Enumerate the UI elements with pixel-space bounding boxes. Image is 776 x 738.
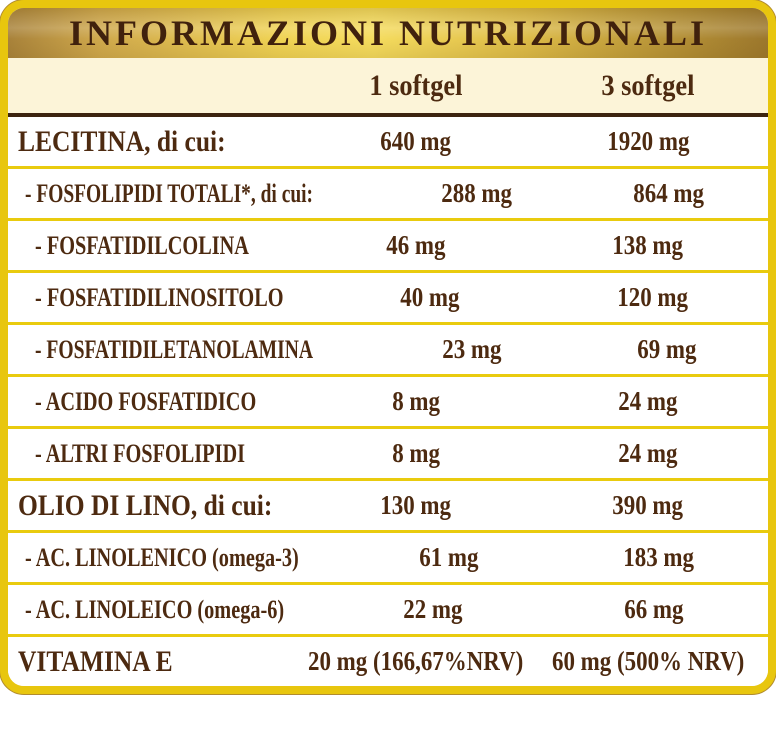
- column-header-1-softgel: 1 softgel: [369, 68, 463, 102]
- value-1-softgel-cell: 130 mg: [336, 490, 496, 521]
- nutrient-label-cell: - FOSFOLIPIDI TOTALI*, di cui:: [8, 179, 410, 209]
- nutrient-label: - ACIDO FOSFATIDICO: [35, 386, 257, 416]
- value-1-softgel: 22 mg: [403, 594, 463, 624]
- value-1-softgel: 46 mg: [386, 230, 446, 260]
- nutrient-label-cell: LECITINA, di cui:: [8, 125, 336, 159]
- value-3-softgel: 120 mg: [617, 282, 689, 312]
- value-1-softgel-cell: 22 mg: [357, 594, 509, 625]
- column-header-1-softgel-cell: 1 softgel: [336, 69, 496, 103]
- value-1-softgel: 40 mg: [400, 282, 460, 312]
- nutrient-label: - ALTRI FOSFOLIPIDI: [35, 438, 245, 468]
- nutrient-label-cell: - FOSFATIDILCOLINA: [8, 231, 336, 261]
- nutrient-label: - AC. LINOLENICO (omega-3): [25, 542, 299, 572]
- value-3-softgel: 69 mg: [637, 334, 697, 364]
- table-row: - FOSFOLIPIDI TOTALI*, di cui: 288 mg 86…: [8, 166, 768, 218]
- nutrient-label: - FOSFATIDILETANOLAMINA: [35, 334, 314, 364]
- table-row: - AC. LINOLENICO (omega-3) 61 mg 183 mg: [8, 530, 768, 582]
- value-3-softgel-cell: 1920 mg: [528, 126, 768, 157]
- table-row: VITAMINA E 20 mg (166,67%NRV) 60 mg (500…: [8, 634, 768, 686]
- value-3-softgel-cell: 183 mg: [550, 542, 768, 573]
- value-1-softgel: 8 mg: [392, 438, 440, 468]
- table-row: - FOSFATIDILINOSITOLO 40 mg 120 mg: [8, 270, 768, 322]
- value-3-softgel: 183 mg: [623, 542, 695, 572]
- value-3-softgel-cell: 60 mg (500% NRV): [528, 646, 768, 677]
- table-row: OLIO DI LINO, di cui: 130 mg 390 mg: [8, 478, 768, 530]
- table-row: - FOSFATIDILETANOLAMINA 23 mg 69 mg: [8, 322, 768, 374]
- nutrient-label-cell: - ACIDO FOSFATIDICO: [8, 387, 336, 417]
- value-1-softgel-cell: 61 mg: [376, 542, 521, 573]
- nutrient-label-cell: - ALTRI FOSFOLIPIDI: [8, 439, 336, 469]
- value-3-softgel-cell: 864 mg: [569, 178, 768, 209]
- value-3-softgel: 138 mg: [612, 230, 684, 260]
- header-divider: [8, 113, 768, 117]
- value-1-softgel: 288 mg: [440, 178, 512, 208]
- value-1-softgel: 8 mg: [392, 386, 440, 416]
- value-3-softgel: 66 mg: [624, 594, 684, 624]
- table-row: - ALTRI FOSFOLIPIDI 8 mg 24 mg: [8, 426, 768, 478]
- value-3-softgel: 60 mg (500% NRV): [551, 646, 745, 676]
- value-1-softgel: 20 mg (166,67%NRV): [308, 646, 524, 676]
- value-3-softgel-cell: 24 mg: [528, 438, 768, 469]
- value-1-softgel: 130 mg: [380, 490, 452, 520]
- value-3-softgel: 864 mg: [633, 178, 704, 208]
- column-header-row: 1 softgel 3 softgel: [8, 58, 768, 113]
- nutrition-facts-table: INFORMAZIONI NUTRIZIONALI 1 softgel 3 so…: [0, 0, 776, 694]
- table-row: - ACIDO FOSFATIDICO 8 mg 24 mg: [8, 374, 768, 426]
- value-1-softgel-cell: 23 mg: [404, 334, 539, 365]
- value-1-softgel-cell: 46 mg: [336, 230, 496, 261]
- value-1-softgel-cell: 8 mg: [336, 438, 496, 469]
- nutrient-label: OLIO DI LINO, di cui:: [18, 488, 273, 522]
- nutrient-label-cell: - FOSFATIDILINOSITOLO: [8, 283, 354, 313]
- table-row: LECITINA, di cui: 640 mg 1920 mg: [8, 117, 768, 166]
- value-3-softgel-cell: 66 mg: [540, 594, 768, 625]
- value-1-softgel-cell: 640 mg: [336, 126, 496, 157]
- value-3-softgel-cell: 138 mg: [528, 230, 768, 261]
- nutrient-label-cell: - AC. LINOLENICO (omega-3): [8, 543, 376, 573]
- value-1-softgel-cell: 40 mg: [354, 282, 507, 313]
- nutrient-label: - AC. LINOLEICO (omega-6): [25, 594, 285, 624]
- value-3-softgel-cell: 390 mg: [528, 490, 768, 521]
- value-1-softgel: 23 mg: [441, 334, 502, 364]
- value-3-softgel-cell: 120 mg: [538, 282, 768, 313]
- value-1-softgel-cell: 20 mg (166,67%NRV): [308, 646, 523, 677]
- title-band: INFORMAZIONI NUTRIZIONALI: [8, 8, 768, 58]
- table-title: INFORMAZIONI NUTRIZIONALI: [68, 13, 708, 53]
- value-3-softgel: 390 mg: [612, 490, 684, 520]
- nutrient-label-cell: - FOSFATIDILETANOLAMINA: [8, 335, 404, 365]
- column-header-3-softgel-cell: 3 softgel: [528, 69, 768, 103]
- value-1-softgel: 640 mg: [380, 126, 452, 156]
- nutrient-label-cell: VITAMINA E: [8, 645, 336, 679]
- nutrient-label: - FOSFATIDILCOLINA: [35, 230, 249, 260]
- nutrient-label: VITAMINA E: [18, 644, 173, 678]
- value-3-softgel: 24 mg: [618, 438, 678, 468]
- value-3-softgel-cell: 69 mg: [566, 334, 768, 365]
- value-1-softgel-cell: 288 mg: [410, 178, 543, 209]
- nutrient-label: - FOSFATIDILINOSITOLO: [35, 282, 284, 312]
- table-body: LECITINA, di cui: 640 mg 1920 mg - FOSFO…: [8, 117, 768, 686]
- value-3-softgel-cell: 24 mg: [528, 386, 768, 417]
- table-row: - FOSFATIDILCOLINA 46 mg 138 mg: [8, 218, 768, 270]
- table-row: - AC. LINOLEICO (omega-6) 22 mg 66 mg: [8, 582, 768, 634]
- value-1-softgel: 61 mg: [418, 542, 479, 572]
- nutrient-label-cell: - AC. LINOLEICO (omega-6): [8, 595, 357, 625]
- nutrient-label: - FOSFOLIPIDI TOTALI*, di cui:: [25, 178, 314, 208]
- value-1-softgel-cell: 8 mg: [336, 386, 496, 417]
- column-header-3-softgel: 3 softgel: [601, 68, 695, 102]
- value-3-softgel: 24 mg: [618, 386, 678, 416]
- value-3-softgel: 1920 mg: [606, 126, 690, 156]
- nutrient-label-cell: OLIO DI LINO, di cui:: [8, 489, 336, 523]
- nutrient-label: LECITINA, di cui:: [18, 124, 226, 158]
